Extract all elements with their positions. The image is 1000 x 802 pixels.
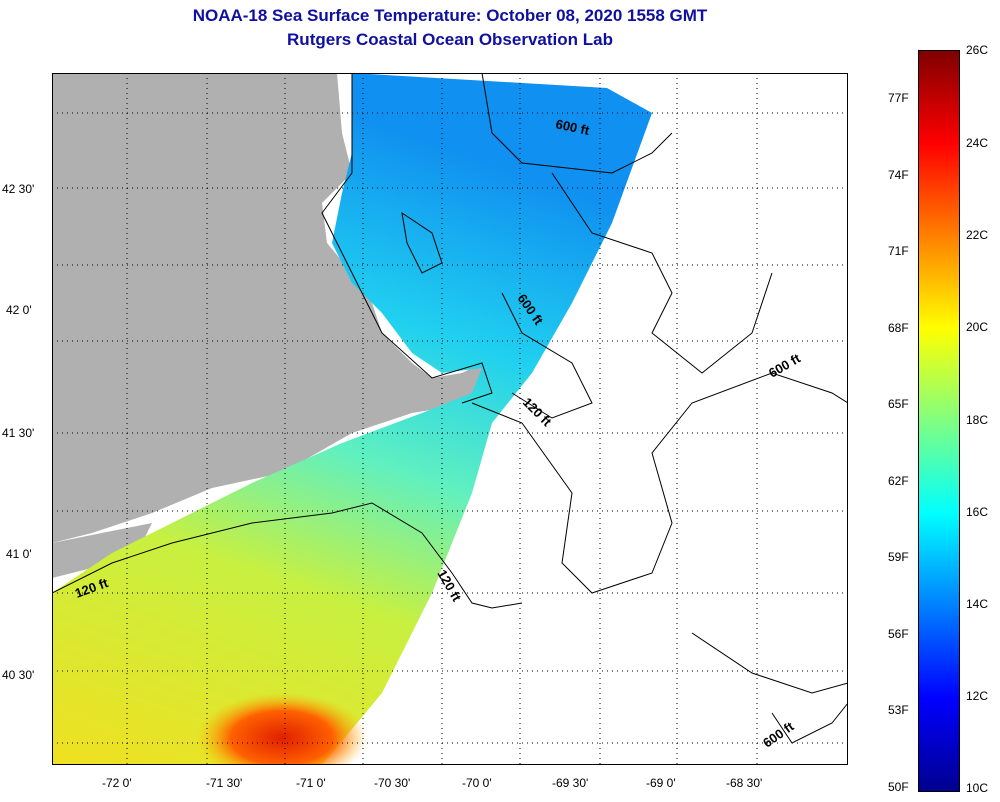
lon-tick-label: -71 0': [296, 776, 326, 790]
fahrenheit-label: 56F: [888, 627, 909, 641]
warm-spot: [197, 693, 367, 765]
celsius-label: 14C: [966, 597, 989, 611]
celsius-label: 10C: [966, 781, 989, 795]
fahrenheit-label: 68F: [888, 321, 909, 335]
fahrenheit-label: 62F: [888, 474, 909, 488]
lon-tick-label: -72 0': [102, 776, 132, 790]
contour-label: 120 ft: [520, 395, 555, 430]
map-frame: [52, 73, 848, 765]
celsius-label: 20C: [966, 320, 989, 334]
fahrenheit-label: 53F: [888, 703, 909, 717]
sst-swath: [52, 73, 652, 765]
celsius-label: 18C: [966, 413, 989, 427]
celsius-label: 24C: [966, 136, 989, 150]
celsius-label: 26C: [966, 43, 989, 57]
lat-tick-label: 42 0': [6, 303, 32, 317]
lon-tick-label: -68 30': [726, 776, 763, 790]
lon-tick-label: -69 0': [646, 776, 676, 790]
fahrenheit-label: 71F: [888, 244, 909, 258]
lon-tick-label: -70 30': [374, 776, 411, 790]
fahrenheit-label: 77F: [888, 91, 909, 105]
celsius-label: 12C: [966, 689, 989, 703]
contour-label: 600 ft: [766, 350, 803, 380]
grid-lines: [52, 73, 848, 765]
lon-tick-label: -71 30': [206, 776, 243, 790]
lon-tick-label: -69 30': [552, 776, 589, 790]
lat-tick-label: 41 0': [6, 547, 32, 561]
map-title: NOAA-18 Sea Surface Temperature: October…: [192, 6, 708, 25]
lat-tick-label: 40 30': [2, 668, 35, 682]
lat-tick-label: 42 30': [2, 182, 35, 196]
lat-tick-label: 41 30': [2, 426, 35, 440]
contour-label: 600 ft: [554, 116, 591, 138]
fahrenheit-label: 50F: [888, 780, 909, 794]
land-mass: [52, 73, 492, 543]
celsius-label: 22C: [966, 228, 989, 242]
sst-map: 600 ft 600 ft 600 ft 600 ft 120 ft 120 f…: [52, 73, 848, 765]
map-subtitle: Rutgers Coastal Ocean Observation Lab: [287, 30, 613, 49]
temperature-colorbar: [918, 50, 960, 792]
land-lower: [52, 523, 152, 578]
coastline-contours: [52, 73, 848, 744]
lon-tick-label: -70 0': [462, 776, 492, 790]
fahrenheit-label: 59F: [888, 550, 909, 564]
fahrenheit-label: 74F: [888, 168, 909, 182]
fahrenheit-label: 65F: [888, 397, 909, 411]
celsius-label: 16C: [966, 505, 989, 519]
